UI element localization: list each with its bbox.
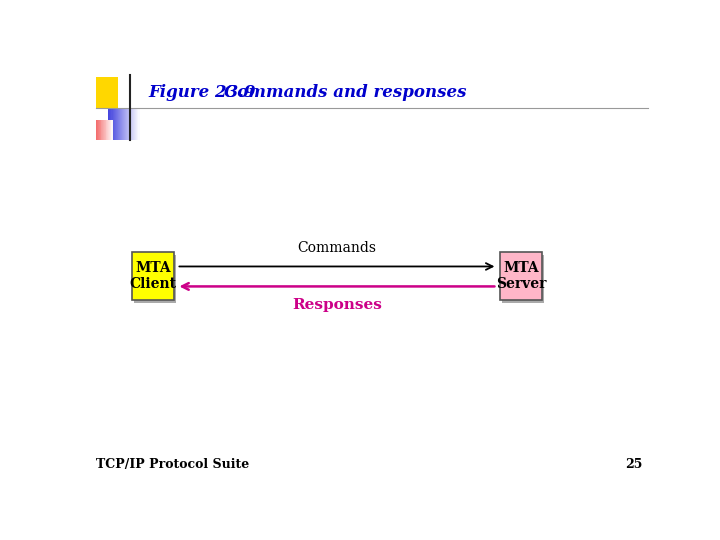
Bar	[500, 252, 542, 300]
Bar	[99, 120, 100, 140]
Bar	[107, 120, 109, 140]
Bar	[130, 109, 132, 140]
Bar	[110, 120, 111, 140]
Bar	[116, 109, 117, 140]
Bar	[104, 120, 105, 140]
Bar	[96, 77, 118, 109]
Bar	[114, 109, 115, 140]
Bar	[103, 120, 104, 140]
Bar	[135, 109, 137, 140]
Text: MTA
Client: MTA Client	[130, 261, 176, 291]
Bar	[134, 255, 176, 302]
Bar	[102, 120, 103, 140]
Bar	[127, 109, 128, 140]
Bar	[96, 120, 98, 140]
Bar	[136, 109, 138, 140]
Bar	[120, 109, 121, 140]
Bar	[503, 255, 544, 302]
Bar	[109, 109, 111, 140]
Bar	[137, 109, 139, 140]
Bar	[119, 109, 120, 140]
Bar	[100, 120, 101, 140]
Bar	[107, 120, 108, 140]
Bar	[129, 109, 130, 140]
Bar	[106, 120, 107, 140]
Bar	[112, 120, 113, 140]
Bar	[122, 109, 123, 140]
Bar	[108, 120, 109, 140]
Bar	[97, 120, 99, 140]
Bar	[121, 109, 122, 140]
Bar	[122, 109, 125, 140]
Bar	[126, 109, 127, 140]
Bar	[132, 252, 174, 300]
Bar	[109, 109, 110, 140]
Text: Responses: Responses	[292, 298, 382, 312]
Bar	[112, 109, 114, 140]
Text: Commands: Commands	[297, 241, 377, 255]
Bar	[101, 120, 102, 140]
Bar	[124, 109, 125, 140]
Bar	[138, 109, 140, 140]
Bar	[131, 109, 132, 140]
Text: Commands and responses: Commands and responses	[224, 84, 467, 101]
Bar	[117, 109, 118, 140]
Text: TCP/IP Protocol Suite: TCP/IP Protocol Suite	[96, 458, 249, 471]
Bar	[96, 120, 97, 140]
Bar	[132, 109, 133, 140]
Bar	[128, 109, 130, 140]
Bar	[133, 109, 135, 140]
Bar	[112, 109, 113, 140]
Bar	[134, 109, 135, 140]
Bar	[102, 120, 104, 140]
Bar	[98, 120, 99, 140]
Text: 25: 25	[625, 458, 642, 471]
Text: MTA
Server: MTA Server	[496, 261, 546, 291]
Text: Figure 23.9: Figure 23.9	[148, 84, 256, 101]
Bar	[105, 120, 106, 140]
Bar	[110, 109, 112, 140]
Bar	[109, 120, 110, 140]
Bar	[114, 109, 116, 140]
Bar	[117, 109, 120, 140]
Bar	[111, 120, 112, 140]
Bar	[125, 109, 127, 140]
